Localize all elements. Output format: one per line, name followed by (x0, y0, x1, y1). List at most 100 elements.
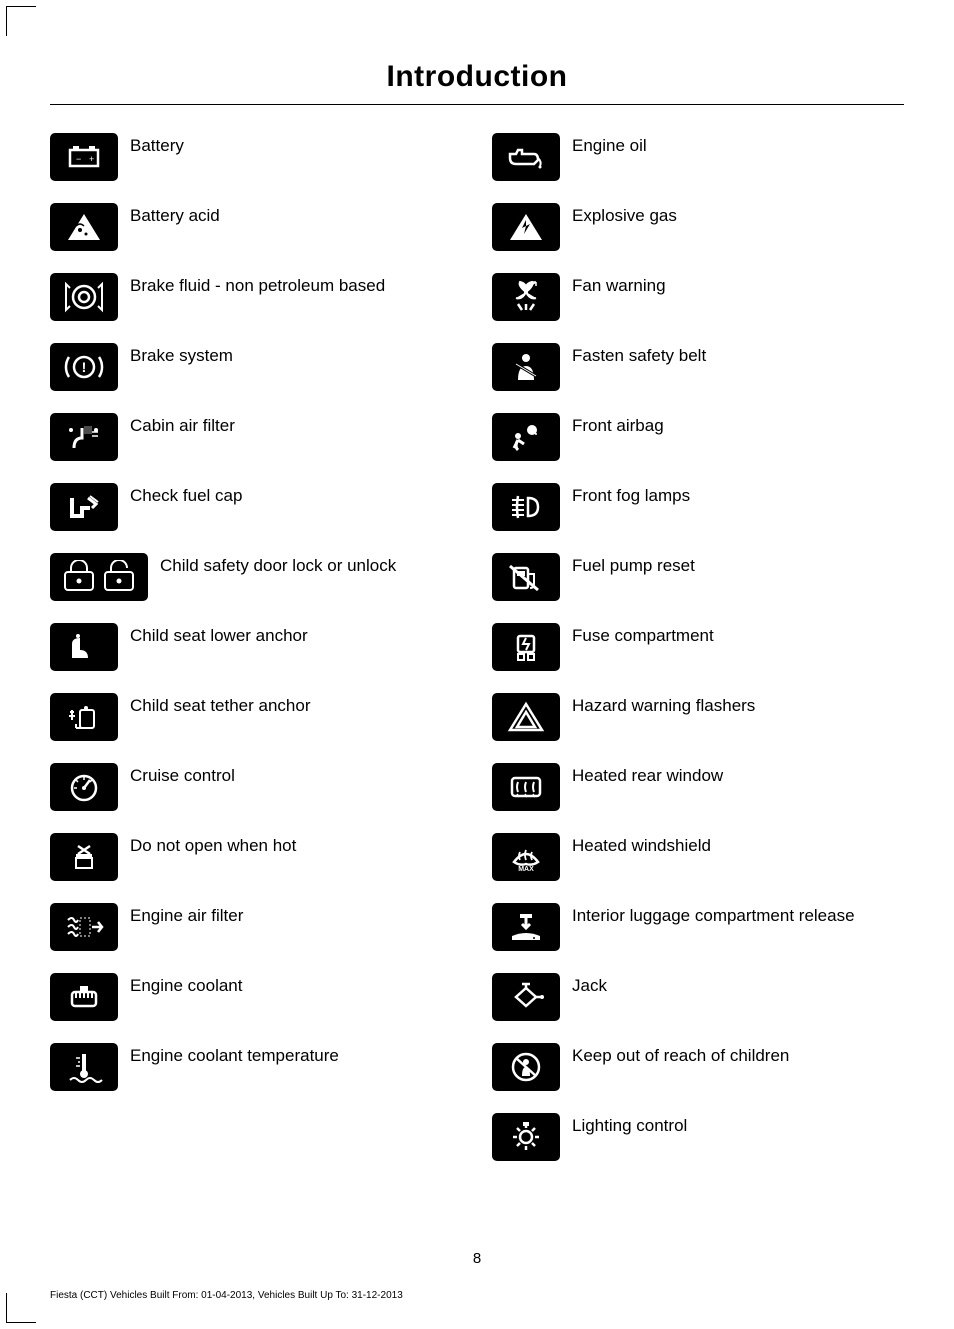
glossary-row: Battery acid (50, 203, 462, 261)
cruise-control-icon (50, 763, 118, 811)
engine-coolant-icon (50, 973, 118, 1021)
glossary-row: Check fuel cap (50, 483, 462, 541)
fuel-pump-reset-icon (492, 553, 560, 601)
glossary-label: Child seat lower anchor (130, 623, 308, 646)
glossary-label: Check fuel cap (130, 483, 242, 506)
heated-rear-window-icon (492, 763, 560, 811)
lighting-control-icon (492, 1113, 560, 1161)
front-airbag-icon (492, 413, 560, 461)
glossary-row: Interior luggage compartment release (492, 903, 904, 961)
crop-mark (6, 1293, 36, 1323)
title-rule (50, 104, 904, 105)
glossary-row: −+ Battery (50, 133, 462, 191)
glossary-label: Lighting control (572, 1113, 687, 1136)
glossary-row: Engine air filter (50, 903, 462, 961)
glossary-row: ! Brake system (50, 343, 462, 401)
glossary-label: Do not open when hot (130, 833, 296, 856)
glossary-label: Cruise control (130, 763, 235, 786)
engine-air-filter-icon (50, 903, 118, 951)
cabin-air-filter-icon (50, 413, 118, 461)
svg-text:MAX: MAX (518, 866, 534, 873)
glossary-label: Front fog lamps (572, 483, 690, 506)
child-lock-icon (50, 553, 148, 601)
glossary-row: Front airbag (492, 413, 904, 471)
glossary-label: Engine coolant temperature (130, 1043, 339, 1066)
check-fuel-cap-icon (50, 483, 118, 531)
glossary-label: Heated windshield (572, 833, 711, 856)
hazard-flashers-icon (492, 693, 560, 741)
glossary-row: Brake fluid - non petroleum based (50, 273, 462, 331)
glossary-row: Hazard warning flashers (492, 693, 904, 751)
glossary-label: Fan warning (572, 273, 666, 296)
child-seat-tether-icon (50, 693, 118, 741)
svg-text:+: + (89, 154, 94, 164)
jack-icon (492, 973, 560, 1021)
glossary-label: Engine air filter (130, 903, 243, 926)
glossary-label: Front airbag (572, 413, 664, 436)
glossary-label: Keep out of reach of children (572, 1043, 789, 1066)
glossary-label: Engine coolant (130, 973, 242, 996)
glossary-row: Engine oil (492, 133, 904, 191)
fuse-compartment-icon (492, 623, 560, 671)
footer-text: Fiesta (CCT) Vehicles Built From: 01-04-… (50, 1290, 403, 1301)
page-number: 8 (0, 1250, 954, 1267)
glossary-row: Keep out of reach of children (492, 1043, 904, 1101)
glossary-label: Brake fluid - non petroleum based (130, 273, 385, 296)
glossary-row: Heated rear window (492, 763, 904, 821)
symbol-glossary: −+ Battery Battery acid Brake fluid - non p… (50, 133, 904, 1171)
glossary-row: Cruise control (50, 763, 462, 821)
glossary-label: Heated rear window (572, 763, 723, 786)
glossary-row: Jack (492, 973, 904, 1031)
fan-warning-icon (492, 273, 560, 321)
glossary-label: Child safety door lock or unlock (160, 553, 396, 576)
heated-windshield-icon: MAX (492, 833, 560, 881)
left-column: −+ Battery Battery acid Brake fluid - non p… (50, 133, 462, 1171)
glossary-row: MAX Heated windshield (492, 833, 904, 891)
glossary-label: Jack (572, 973, 607, 996)
child-seat-lower-icon (50, 623, 118, 671)
glossary-label: Brake system (130, 343, 233, 366)
brake-fluid-icon (50, 273, 118, 321)
glossary-row: Child seat lower anchor (50, 623, 462, 681)
glossary-row: Front fog lamps (492, 483, 904, 541)
battery-icon: −+ (50, 133, 118, 181)
glossary-label: Explosive gas (572, 203, 677, 226)
battery-acid-icon (50, 203, 118, 251)
glossary-row: Fuse compartment (492, 623, 904, 681)
fasten-belt-icon (492, 343, 560, 391)
glossary-label: Interior luggage compartment release (572, 903, 855, 926)
right-column: Engine oil Explosive gas Fan warning Fasten… (492, 133, 904, 1171)
front-fog-lamps-icon (492, 483, 560, 531)
svg-text:!: ! (82, 359, 87, 375)
glossary-row: Fan warning (492, 273, 904, 331)
glossary-row: Child safety door lock or unlock (50, 553, 462, 611)
glossary-label: Child seat tether anchor (130, 693, 311, 716)
glossary-row: Child seat tether anchor (50, 693, 462, 751)
explosive-gas-icon (492, 203, 560, 251)
glossary-label: Fasten safety belt (572, 343, 706, 366)
glossary-row: Do not open when hot (50, 833, 462, 891)
brake-system-icon: ! (50, 343, 118, 391)
glossary-label: Engine oil (572, 133, 647, 156)
page-title: Introduction (50, 60, 904, 94)
keep-out-children-icon (492, 1043, 560, 1091)
glossary-row: Engine coolant temperature (50, 1043, 462, 1101)
glossary-row: Lighting control (492, 1113, 904, 1171)
engine-oil-icon (492, 133, 560, 181)
glossary-label: Battery (130, 133, 184, 156)
glossary-row: Fuel pump reset (492, 553, 904, 611)
do-not-open-hot-icon (50, 833, 118, 881)
glossary-label: Hazard warning flashers (572, 693, 755, 716)
luggage-release-icon (492, 903, 560, 951)
glossary-row: Cabin air filter (50, 413, 462, 471)
glossary-row: Fasten safety belt (492, 343, 904, 401)
glossary-label: Battery acid (130, 203, 220, 226)
glossary-label: Fuel pump reset (572, 553, 695, 576)
glossary-row: Engine coolant (50, 973, 462, 1031)
glossary-row: Explosive gas (492, 203, 904, 261)
crop-mark (6, 6, 36, 36)
glossary-label: Cabin air filter (130, 413, 235, 436)
glossary-label: Fuse compartment (572, 623, 714, 646)
engine-coolant-temp-icon (50, 1043, 118, 1091)
svg-text:−: − (76, 154, 81, 164)
